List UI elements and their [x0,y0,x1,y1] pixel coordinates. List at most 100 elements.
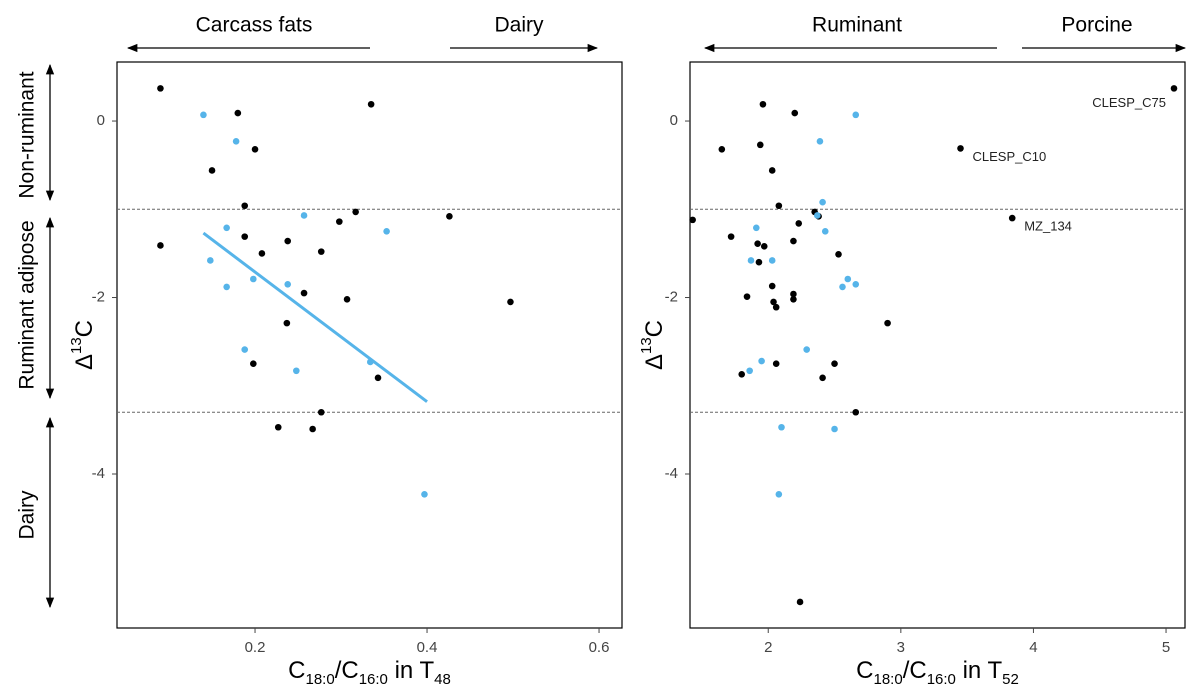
point [819,198,826,206]
point [1170,85,1178,92]
point [778,423,785,431]
point [336,218,343,225]
axis-label: C18:0/C16:0 in T48 [288,657,451,688]
point [157,85,164,92]
point [753,224,760,232]
label-script: 48 [434,671,451,688]
point [738,370,746,378]
point [241,202,249,210]
label-text: Δ [71,354,98,370]
point [317,408,325,416]
region-label: Non-ruminant [16,71,39,198]
point [754,240,761,247]
point [819,374,826,382]
point [821,228,829,235]
x-tick-label: 0.6 [589,639,610,656]
point [274,423,282,431]
point [756,141,764,149]
point [689,216,696,224]
x-tick-label: 3 [897,639,905,656]
point [957,145,964,152]
point [258,250,266,257]
point [803,346,810,353]
point [746,367,753,375]
point-label: CLESP_C75 [1092,95,1166,110]
point [234,109,242,117]
label-text: /C [335,657,359,684]
point [852,111,860,119]
point [758,357,765,365]
point [241,233,249,240]
label-text: in T [388,657,435,684]
x-tick-label: 0.2 [245,639,266,656]
point [813,212,821,219]
y-tick-label: 0 [97,112,105,129]
plot-frame [116,61,623,629]
point [770,298,777,306]
label-text: /C [903,657,927,684]
axis-label: Δ13C [68,320,98,370]
point [852,280,860,288]
label-script: 13 [68,337,85,354]
point [760,243,768,250]
point [157,242,164,249]
point [755,258,763,266]
point [283,319,291,327]
point [718,145,726,153]
y-tick-label: 0 [670,112,678,129]
point [232,138,240,145]
point [343,295,351,303]
y-tick-label: -4 [665,465,678,482]
label-script: 16:0 [359,671,388,688]
point [223,224,230,232]
point [790,290,797,298]
point [300,212,308,219]
label-script: 18:0 [306,671,335,688]
point [317,248,325,255]
label-script: 52 [1002,671,1019,688]
point [200,111,207,119]
y-tick-label: -2 [92,288,105,305]
label-text: C [288,657,305,684]
point [284,280,292,288]
region-label: Dairy [16,490,39,540]
point [743,293,751,300]
point [421,491,428,498]
point [251,145,259,153]
x-tick-label: 2 [764,639,772,656]
point-label: CLESP_C10 [973,149,1047,164]
label-text: C [641,320,668,337]
point [790,237,797,245]
point [241,346,249,353]
x-tick-label: 5 [1162,639,1170,656]
plot-frame [689,61,1186,629]
point [293,367,300,375]
point [250,360,257,368]
point [507,298,514,306]
region-label: Ruminant adipose [16,220,39,389]
point [309,425,316,433]
point [284,237,292,245]
axis-label: Δ13C [638,320,668,370]
point [208,167,216,174]
point [747,257,755,264]
region-label: Dairy [494,14,544,37]
point [383,228,390,235]
region-label: Carcass fats [196,14,313,37]
point [775,202,783,210]
point [775,491,783,498]
label-text: C [71,320,98,337]
point [367,100,375,108]
point [884,319,891,327]
point [207,257,214,264]
point [831,360,838,368]
point [446,213,453,220]
point [768,257,776,264]
point [790,295,797,303]
point [844,275,852,283]
label-script: 13 [638,337,655,354]
point [835,250,842,258]
axis-label: C18:0/C16:0 in T52 [856,657,1019,688]
label-text: Δ [641,354,668,370]
